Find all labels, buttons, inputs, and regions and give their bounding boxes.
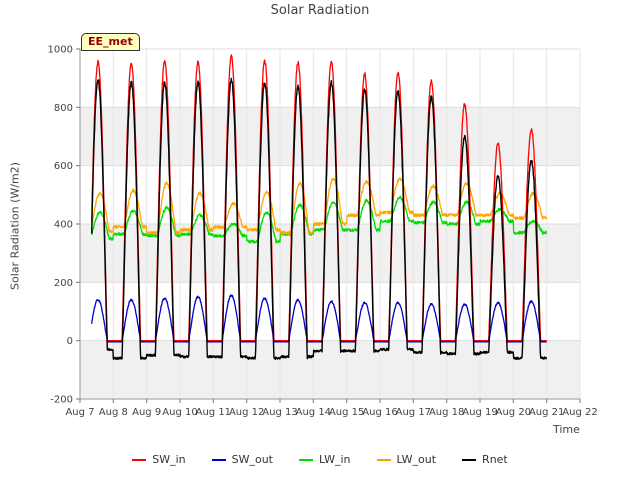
x-tick-label: Aug 22 bbox=[562, 407, 597, 418]
x-tick-label: Aug 20 bbox=[496, 407, 531, 418]
legend-label: LW_out bbox=[396, 453, 437, 466]
x-tick-label: Aug 9 bbox=[132, 407, 161, 418]
legend-item-lw-in: LW_in bbox=[299, 453, 351, 466]
legend-swatch bbox=[462, 458, 477, 461]
x-tick-label: Aug 14 bbox=[296, 407, 331, 418]
x-tick-label: Aug 18 bbox=[429, 407, 464, 418]
x-tick-label: Aug 8 bbox=[99, 407, 128, 418]
y-tick-label: 200 bbox=[54, 278, 73, 289]
y-tick-label: 600 bbox=[54, 161, 73, 172]
x-tick-label: Aug 21 bbox=[529, 407, 564, 418]
series-line-lw-out bbox=[91, 177, 548, 235]
grid-band bbox=[80, 340, 580, 399]
series-line-sw-out bbox=[91, 294, 547, 343]
x-tick-label: Aug 7 bbox=[65, 407, 94, 418]
x-tick-label: Aug 10 bbox=[162, 407, 197, 418]
legend-swatch bbox=[299, 458, 313, 461]
chart-title: Solar Radiation bbox=[270, 3, 370, 18]
site-label: EE_met bbox=[81, 33, 140, 51]
legend-item-sw-in: SW_in bbox=[132, 453, 186, 466]
grid-band bbox=[80, 224, 580, 283]
x-tick-label: Aug 11 bbox=[196, 407, 231, 418]
legend-swatch bbox=[211, 458, 226, 461]
y-tick-label: -200 bbox=[50, 395, 73, 406]
legend-label: Rnet bbox=[482, 453, 508, 466]
legend-swatch bbox=[376, 458, 391, 461]
legend: SW_in SW_out LW_in LW_out Rnet bbox=[0, 453, 640, 466]
x-tick-label: Aug 16 bbox=[362, 407, 397, 418]
x-tick-label: Aug 12 bbox=[229, 407, 264, 418]
y-tick-label: 400 bbox=[54, 220, 73, 231]
x-axis-label: Time bbox=[553, 423, 580, 436]
grid-band bbox=[80, 107, 580, 166]
legend-item-rnet: Rnet bbox=[462, 453, 508, 466]
y-axis-label: Solar Radiation (W/m2) bbox=[8, 162, 22, 290]
series-line-sw-in bbox=[91, 54, 547, 342]
legend-label: SW_out bbox=[231, 453, 273, 466]
series-line-lw-in bbox=[91, 195, 548, 244]
legend-item-lw-out: LW_out bbox=[376, 453, 437, 466]
y-tick-label: 0 bbox=[67, 336, 73, 347]
x-tick-label: Aug 15 bbox=[329, 407, 364, 418]
x-tick-label: Aug 19 bbox=[462, 407, 497, 418]
x-tick-label: Aug 13 bbox=[262, 407, 297, 418]
x-tick-label: Aug 17 bbox=[396, 407, 431, 418]
legend-label: SW_in bbox=[152, 453, 186, 466]
series-line-rnet bbox=[91, 77, 547, 360]
legend-label: LW_in bbox=[319, 453, 351, 466]
legend-swatch bbox=[132, 458, 147, 461]
y-tick-label: 800 bbox=[54, 103, 73, 114]
y-tick-label: 1000 bbox=[48, 45, 73, 56]
legend-item-sw-out: SW_out bbox=[211, 453, 273, 466]
